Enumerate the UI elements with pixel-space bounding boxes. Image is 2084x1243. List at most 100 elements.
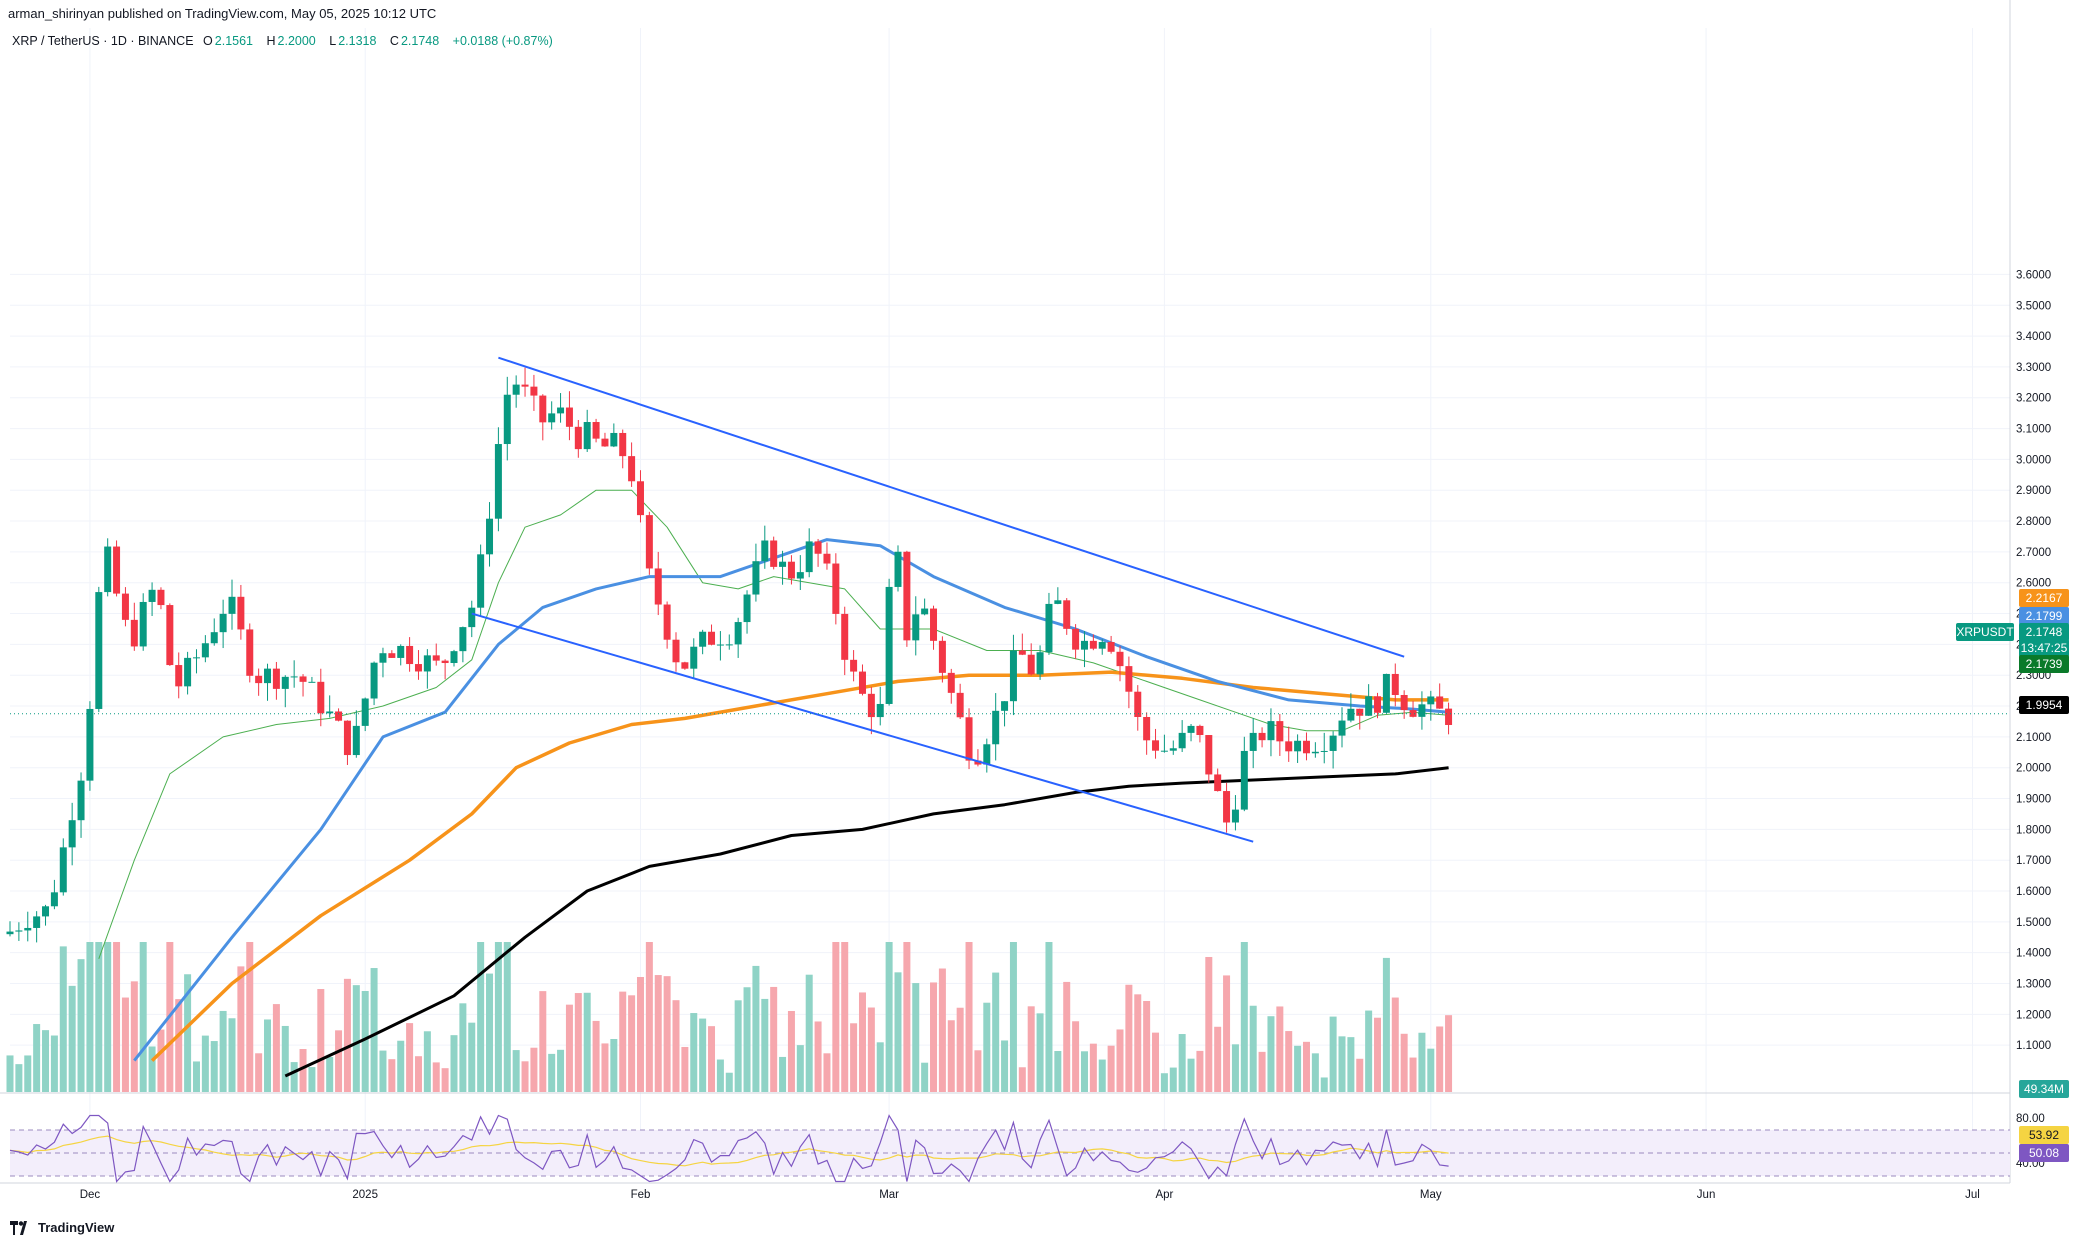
volume-bar (930, 982, 938, 1092)
candle-body (743, 594, 751, 623)
candle-body (255, 675, 263, 684)
y-tick-label: 1.6000 (2016, 886, 2051, 898)
candle-body (477, 554, 485, 608)
candle-body (636, 481, 644, 516)
volume-bar (716, 1059, 724, 1092)
candle-body (690, 646, 698, 669)
candle-body (1116, 651, 1124, 667)
x-tick-label: Dec (80, 1189, 101, 1201)
candle-body (1196, 725, 1204, 736)
volume-bar (175, 999, 183, 1092)
volume-bar (1009, 942, 1017, 1092)
volume-bar (965, 942, 973, 1092)
candle-body (1072, 628, 1080, 650)
tradingview-logo-icon (10, 1220, 32, 1235)
candle-body (557, 407, 565, 414)
candle-body (1409, 710, 1417, 717)
candle-body (814, 541, 822, 554)
volume-bar (752, 965, 760, 1092)
candle-body (1338, 720, 1346, 736)
volume-bar (281, 1025, 289, 1092)
candle-body (983, 744, 991, 765)
volume-bar (201, 1035, 209, 1092)
candle-body (237, 596, 245, 630)
open-label: O (203, 34, 213, 48)
candle-body (1018, 650, 1026, 655)
tradingview-logo[interactable]: TradingView (10, 1220, 114, 1235)
volume-bar (326, 1056, 334, 1092)
volume-bar (1160, 1073, 1168, 1092)
ema-orange-tag: 2.2167 (2019, 589, 2069, 607)
volume-bar (468, 1022, 476, 1092)
volume-bar (1231, 1044, 1239, 1092)
candle-body (1063, 600, 1071, 629)
candle-body (965, 717, 973, 761)
candle-body (850, 659, 858, 672)
volume-bar (787, 1010, 795, 1092)
candle-body (1391, 673, 1399, 695)
candle-body (1302, 740, 1310, 754)
candle-body (1267, 721, 1275, 741)
candle-body (1098, 642, 1106, 649)
candle-body (459, 627, 467, 652)
y-tick-label: 1.2000 (2016, 1009, 2051, 1021)
candle-body (246, 629, 254, 676)
x-tick-label: Apr (1155, 1189, 1173, 1201)
volume-bar (290, 1062, 298, 1092)
candle-body (272, 668, 280, 689)
candle-body (397, 645, 405, 658)
candle-body (770, 540, 778, 567)
candle-body (1294, 740, 1302, 752)
candle-body (565, 407, 573, 427)
volume-bar (33, 1024, 41, 1092)
y-tick-label: 1.1000 (2016, 1040, 2051, 1052)
volume-bar (237, 966, 245, 1092)
volume-bar (121, 997, 129, 1092)
candle-body (1258, 732, 1266, 741)
volume-bar (938, 968, 946, 1092)
candle-body (1356, 708, 1364, 716)
candle-body (59, 847, 67, 893)
candle-body (1160, 750, 1168, 752)
volume-bar (1365, 1010, 1373, 1092)
candle-body (885, 586, 893, 704)
volume-bar (486, 973, 494, 1092)
candle-body (716, 644, 724, 646)
candle-body (583, 422, 591, 450)
candle-body (121, 593, 129, 620)
candle-body (992, 710, 1000, 745)
volume-bar (1285, 1031, 1293, 1092)
candle-body (610, 432, 618, 447)
candle-body (1436, 696, 1444, 709)
volume-bar (1054, 1051, 1062, 1092)
volume-bar (77, 959, 85, 1092)
ema-blue-tag: 2.1799 (2019, 607, 2069, 625)
candle-body (308, 681, 316, 683)
candle-body (370, 662, 378, 699)
candle-body (201, 643, 209, 658)
symbol-title[interactable]: XRP / TetherUS · 1D · BINANCE (12, 34, 194, 48)
candle-body (1045, 603, 1053, 653)
candle-body (406, 645, 414, 665)
candle-body (441, 660, 449, 664)
candle-body (912, 614, 920, 641)
candle-body (317, 681, 325, 714)
candle-body (938, 640, 946, 673)
volume-bar (370, 968, 378, 1092)
volume-bar (725, 1072, 733, 1092)
candle-body (832, 563, 840, 614)
y-tick-label: 2.7000 (2016, 547, 2051, 559)
candle-body (281, 676, 289, 689)
volume-bar (610, 1039, 618, 1092)
open-value: 2.1561 (214, 34, 253, 48)
volume-bar (95, 942, 103, 1092)
volume-bar (1080, 1051, 1088, 1092)
ema-orange-line (150, 670, 1449, 1062)
y-tick-label: 3.1000 (2016, 424, 2051, 436)
volume-bar (1223, 975, 1231, 1092)
publisher-credit: arman_shirinyan published on TradingView… (8, 6, 437, 21)
candle-body (335, 711, 343, 721)
y-tick-label: 3.4000 (2016, 331, 2051, 343)
volume-bar (1214, 1026, 1222, 1092)
